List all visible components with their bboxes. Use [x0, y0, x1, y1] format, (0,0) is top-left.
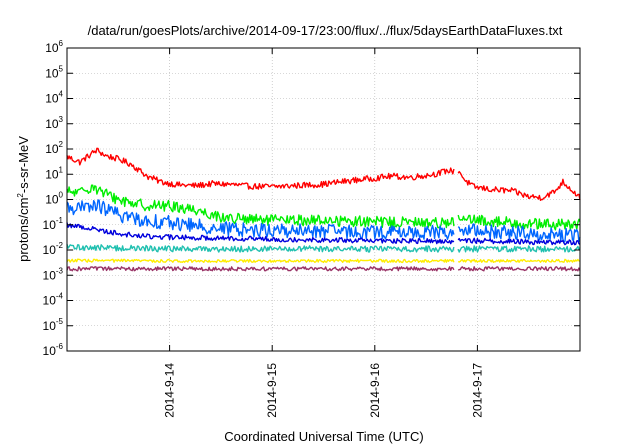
y-tick-label: 10-5	[43, 317, 64, 333]
grid	[67, 48, 580, 351]
y-tick-label: 104	[45, 90, 63, 106]
x-tick-label: 2014-9-17	[470, 363, 484, 418]
y-tick-label: 106	[45, 39, 63, 55]
plot-frame	[66, 47, 581, 352]
chart-title: /data/run/goesPlots/archive/2014-09-17/2…	[88, 23, 563, 38]
y-tick-label: 102	[45, 140, 63, 156]
x-tick-label: 2014-9-15	[265, 363, 279, 418]
x-axis-label: Coordinated Universal Time (UTC)	[224, 429, 423, 444]
y-tick-label: 10-1	[43, 216, 64, 232]
y-tick-label: 101	[45, 165, 63, 181]
axes: 10-6 10-5 10-4 10-3 10-2 10-1 100 101 102 103 104 1…	[43, 39, 580, 418]
y-tick-label: 103	[45, 115, 63, 131]
y-tick-label: 10-3	[43, 266, 64, 282]
series-line	[66, 258, 581, 264]
y-tick-label: 100	[45, 191, 63, 207]
series-line	[66, 199, 581, 243]
y-tick-label: 10-2	[43, 241, 64, 257]
x-tick-label: 2014-9-14	[163, 363, 177, 418]
plot-area	[66, 147, 581, 272]
series-line	[66, 244, 581, 253]
series-line	[66, 266, 581, 272]
x-tick-label: 2014-9-16	[368, 363, 382, 418]
y-tick-label: 105	[45, 64, 63, 80]
series-line	[66, 222, 581, 246]
series-line	[66, 147, 581, 201]
y-axis-label: protons/cm2-s-sr-MeV	[16, 136, 31, 262]
y-tick-label: 10-4	[43, 292, 64, 308]
y-tick-label: 10-6	[43, 342, 64, 358]
series-line	[66, 184, 581, 231]
